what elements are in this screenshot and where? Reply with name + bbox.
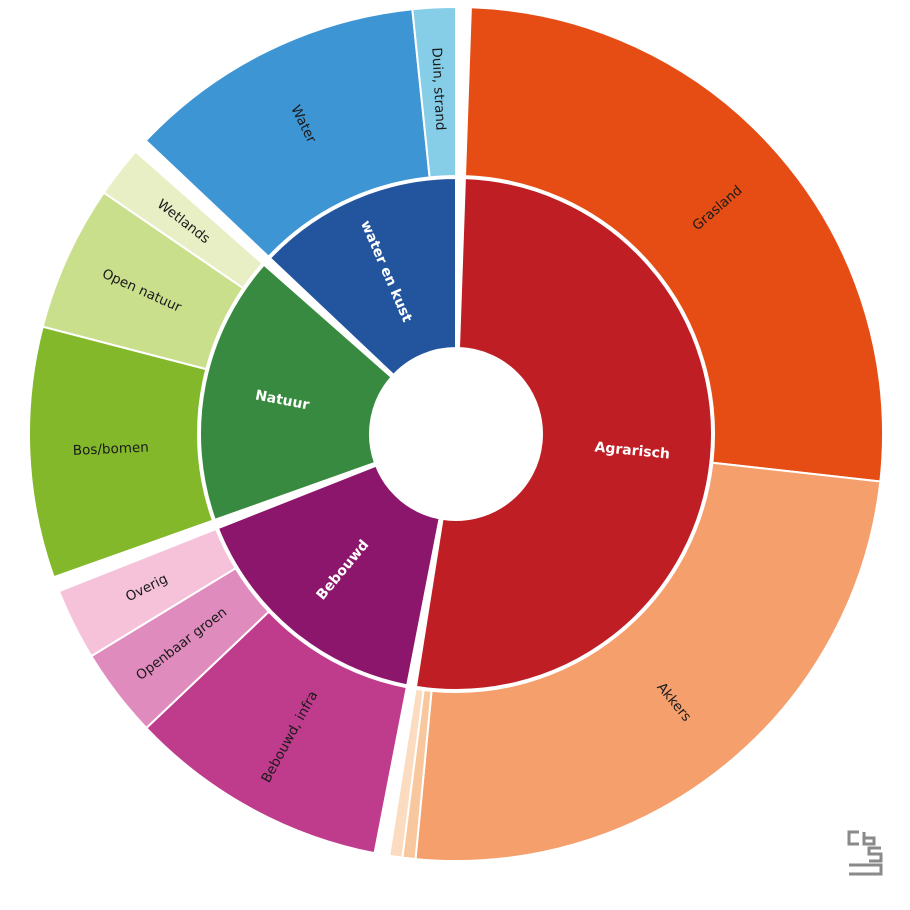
- outer-segment-wetlands: [102, 150, 264, 290]
- cbs-logo-icon: [847, 830, 883, 876]
- outer-segment-duin-strand: [411, 5, 457, 179]
- outer-segment-akkers: [414, 461, 882, 862]
- inner-ring: [199, 176, 713, 691]
- outer-ring: [28, 5, 884, 862]
- outer-segment-grasland: [463, 6, 884, 483]
- outer-label-bos-bomen: Bos/bomen: [73, 440, 150, 459]
- inner-segment-water-en-kust: [268, 176, 457, 377]
- inner-segment-bebouwd: [216, 464, 441, 687]
- inner-segment-agrarisch: [414, 177, 713, 691]
- outer-label-duin-strand: Duin, strand: [428, 47, 448, 131]
- inner-label-agrarisch: Agrarisch: [594, 439, 671, 462]
- outer-segment-overig: [57, 527, 238, 658]
- outer-segment-unlabeled-3: [388, 687, 425, 859]
- inner-segment-natuur: [199, 263, 393, 522]
